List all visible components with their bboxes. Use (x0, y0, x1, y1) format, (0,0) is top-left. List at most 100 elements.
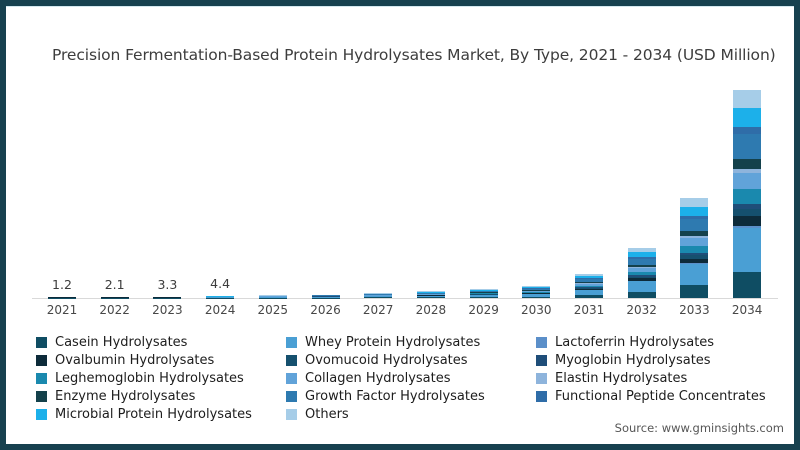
bar-segment (627, 278, 656, 281)
bar-segment (575, 295, 603, 298)
legend-item: Collagen Hydrolysates (286, 369, 536, 387)
legend-label: Collagen Hydrolysates (305, 370, 451, 386)
bar-segment (522, 290, 551, 291)
bar-segment (575, 285, 603, 288)
bar-segment (364, 294, 393, 295)
bar-segment (733, 169, 762, 174)
bar-segment (733, 226, 762, 229)
bar-segment (680, 231, 709, 237)
bar-segment (680, 263, 709, 265)
legend-swatch-icon (536, 336, 547, 348)
stacked-bar-2021 (48, 296, 76, 298)
bar-segment (575, 287, 603, 288)
bar-segment (680, 245, 709, 253)
legend-swatch-icon (536, 354, 547, 366)
x-tick-label: 2028 (415, 303, 447, 317)
bar-segment (680, 206, 709, 216)
stacked-bar-2028 (416, 291, 445, 298)
legend-item: Enzyme Hydrolysates (36, 387, 286, 405)
bar-segment (575, 283, 603, 286)
bar-segment (522, 288, 551, 291)
bar-segment (575, 276, 603, 279)
bar-segment (469, 295, 498, 297)
bar-segment (627, 268, 656, 272)
report-card: Precision Fermentation-Based Protein Hyd… (6, 6, 794, 444)
source-attribution: Source: www.gminsights.com (614, 421, 784, 435)
stacked-bar-2029 (469, 289, 498, 298)
chart-title: Precision Fermentation-Based Protein Hyd… (52, 46, 776, 64)
bar-segment (469, 291, 498, 293)
bar-segment (522, 290, 551, 292)
bar-segment (627, 248, 656, 253)
legend-swatch-icon (286, 336, 297, 348)
bar-segment (522, 293, 551, 294)
legend-label: Ovalbumin Hydrolysates (55, 352, 215, 368)
bar-segment (627, 271, 656, 276)
stacked-bar-2023 (153, 296, 182, 298)
bar-value-label: 1.2 (52, 276, 72, 292)
legend-swatch-icon (36, 336, 47, 348)
x-tick-label: 2023 (152, 303, 183, 317)
legend-label: Functional Peptide Concentrates (555, 388, 766, 404)
x-tick-label: 2021 (46, 303, 78, 317)
legend-item: Functional Peptide Concentrates (536, 387, 776, 405)
bar-segment (627, 264, 656, 268)
x-tick-label: 2034 (731, 303, 763, 317)
x-tick-label: 2032 (626, 303, 657, 317)
bar-segment (733, 126, 762, 135)
bar-segment (627, 276, 656, 279)
x-tick-label: 2027 (362, 303, 394, 317)
legend-swatch-icon (286, 354, 297, 366)
stacked-bar-2026 (311, 294, 340, 298)
bar-segment (680, 198, 709, 207)
bar-segment (364, 297, 393, 298)
bar-segment (469, 293, 498, 295)
legend-item: Others (286, 405, 536, 423)
bar-segment (733, 209, 762, 217)
bar-segment (680, 219, 709, 232)
bar-segment (627, 291, 656, 298)
bar-segment (522, 296, 551, 298)
bar-segment (522, 286, 551, 288)
stacked-bar-2031 (575, 274, 603, 298)
x-tick-label: 2030 (521, 303, 552, 317)
legend-label: Casein Hydrolysates (55, 334, 188, 350)
bar-segment (469, 296, 498, 298)
bar-segment (680, 252, 709, 256)
x-axis-line (32, 298, 778, 299)
bar-segment (680, 285, 709, 298)
bar-segment (416, 292, 445, 293)
legend-item: Myoglobin Hydrolysates (536, 351, 776, 369)
stacked-bar-2027 (364, 293, 393, 298)
legend-label: Enzyme Hydrolysates (55, 388, 196, 404)
legend-swatch-icon (286, 390, 297, 402)
legend-label: Leghemoglobin Hydrolysates (55, 370, 244, 386)
legend-swatch-icon (36, 354, 47, 366)
x-tick-label: 2033 (679, 303, 710, 317)
bar-segment (416, 291, 445, 292)
legend-item: Elastin Hydrolysates (536, 369, 776, 387)
legend-label: Whey Protein Hydrolysates (305, 334, 481, 350)
stacked-bar-2034 (733, 90, 762, 298)
bar-segment (733, 134, 762, 160)
bar-segment (733, 204, 762, 210)
stacked-bar-2022 (100, 296, 129, 298)
bar-segment (627, 258, 656, 265)
bar-value-label: 3.3 (157, 276, 178, 292)
bar-segment (733, 107, 762, 127)
bar-segment (469, 289, 498, 290)
legend-label: Microbial Protein Hydrolysates (55, 406, 252, 422)
legend-label: Others (305, 406, 349, 422)
bar-segment (522, 294, 551, 297)
stacked-bar-2032 (627, 248, 656, 298)
bar-segment (627, 256, 656, 259)
legend-swatch-icon (36, 408, 47, 420)
bar-segment (311, 296, 340, 298)
stacked-bar-2033 (680, 198, 709, 298)
bar-segment (733, 159, 762, 170)
bar-value-label: 4.4 (210, 276, 231, 292)
stacked-bar-2024 (206, 296, 235, 298)
x-tick-label: 2025 (257, 303, 289, 317)
legend-item: Whey Protein Hydrolysates (286, 333, 536, 351)
bar-segment (733, 272, 762, 298)
